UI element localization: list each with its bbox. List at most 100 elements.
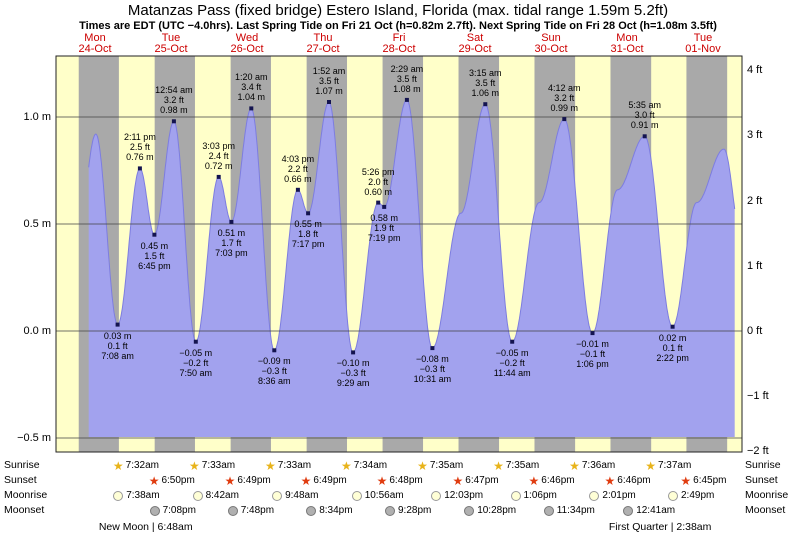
- moonrise-circle-icon: [113, 490, 124, 501]
- tide-annotation: 0.02 m 0.1 ft 2:22 pm: [656, 333, 689, 363]
- moonset-circle-icon: [623, 505, 634, 516]
- tide-annotation-line: 0.76 m: [126, 152, 154, 163]
- tide-annotation: 0.58 m 1.9 ft 7:19 pm: [368, 213, 401, 243]
- sunrise-star-icon: ★: [569, 458, 580, 473]
- sunset-star-icon: ★: [376, 473, 388, 488]
- tide-annotation-line: 2:11 pm: [123, 132, 156, 143]
- tide-annotation-line: 2.2 ft: [287, 163, 308, 174]
- tide-extreme-dot: [216, 174, 221, 179]
- sunrise-entry: ★ 7:35am: [417, 459, 463, 472]
- sunrise-time: 7:34am: [353, 460, 388, 471]
- day-label: Sun 30-Oct: [534, 33, 567, 55]
- moonset-circle-icon: [149, 505, 160, 516]
- sunset-time: 6:50pm: [161, 475, 195, 486]
- sunset-star-icon: ★: [604, 473, 616, 488]
- day-label: Mon 24-Oct: [78, 33, 111, 55]
- almanac-row-label-left-sunrise: Sunrise: [4, 459, 40, 471]
- tide-annotation-line: −0.05 m: [179, 347, 213, 358]
- tide-annotation-line: 0.58 m: [370, 212, 398, 223]
- sunset-entry: ★ 6:46pm: [529, 474, 575, 487]
- sunrise-time: 7:37am: [657, 460, 692, 471]
- left-axis-tick-label: −0.5 m: [17, 432, 51, 444]
- tide-annotation-line: 8:36 am: [258, 376, 291, 387]
- tide-annotation-line: 1.08 m: [393, 83, 421, 94]
- almanac-row-label-right-sunrise: Sunrise: [745, 459, 781, 471]
- moonrise-entry: 2:01pm: [589, 489, 636, 502]
- tide-annotation-line: 7:50 am: [179, 367, 213, 378]
- tide-extreme-dot: [483, 102, 488, 107]
- tide-annotation: 0.51 m 1.7 ft 7:03 pm: [215, 228, 248, 258]
- tide-annotation-line: 0.02 m: [658, 332, 687, 343]
- day-label-line: Sun: [541, 32, 561, 44]
- sunset-entry: ★ 6:45pm: [680, 474, 726, 487]
- day-label: Thu 27-Oct: [306, 33, 339, 55]
- tide-annotation-line: −0.2 ft: [499, 357, 525, 368]
- moonrise-entry: 2:49pm: [668, 489, 714, 502]
- sunset-star-icon: ★: [224, 473, 236, 488]
- moon-phase-label: New Moon | 6:48am: [98, 521, 193, 533]
- sunset-time: 6:47pm: [465, 475, 499, 486]
- sunset-star-icon: ★: [148, 473, 160, 488]
- moonrise-time: 9:48am: [285, 490, 319, 501]
- tide-annotation-line: −0.09 m: [257, 356, 291, 367]
- moonset-circle-icon: [306, 505, 317, 516]
- tide-annotation-line: 1.8 ft: [298, 229, 319, 240]
- sunset-time: 6:45pm: [693, 475, 727, 486]
- tide-annotation-line: 2:22 pm: [656, 352, 689, 363]
- tide-annotation: 4:12 am 3.2 ft 0.99 m: [548, 83, 581, 113]
- tide-annotation-line: 7:08 am: [101, 350, 134, 361]
- sunset-entry: ★ 6:49pm: [225, 474, 271, 487]
- tide-annotation-line: 0.55 m: [294, 219, 322, 230]
- day-label-line: 26-Oct: [230, 43, 264, 55]
- sunrise-entry: ★ 7:34am: [341, 459, 387, 472]
- tide-annotation-line: 3.2 ft: [163, 95, 184, 106]
- day-label-line: Wed: [235, 32, 259, 44]
- tide-annotation: 3:15 am 3.5 ft 1.06 m: [469, 68, 502, 98]
- day-label: Tue 01-Nov: [685, 33, 720, 55]
- right-axis-tick-label: 2 ft: [747, 194, 763, 207]
- right-axis-tick-label: −1 ft: [747, 390, 769, 403]
- tide-extreme-dot: [642, 134, 647, 139]
- tide-extreme-dot: [249, 106, 254, 111]
- tide-annotation-line: −0.05 m: [495, 347, 529, 358]
- tide-annotation-line: −0.2 ft: [183, 357, 209, 368]
- tide-annotation-line: 4:12 am: [548, 83, 581, 94]
- tide-annotation-line: 1:20 am: [235, 72, 268, 83]
- tide-annotation-line: 1.7 ft: [221, 237, 242, 248]
- moonset-time: 7:48pm: [240, 505, 275, 516]
- moonset-entry: 10:28pm: [464, 504, 516, 517]
- right-axis-tick-label: 1 ft: [747, 259, 763, 272]
- tide-extreme-dot: [351, 350, 356, 355]
- moonset-entry: 11:34pm: [543, 504, 595, 517]
- sunrise-entry: ★ 7:33am: [189, 459, 235, 472]
- moonset-time: 10:28pm: [477, 505, 517, 516]
- tide-extreme-dot: [404, 97, 409, 102]
- day-label: Sat 29-Oct: [458, 33, 491, 55]
- day-label-line: 28-Oct: [382, 43, 416, 55]
- moonrise-circle-icon: [272, 490, 283, 501]
- tide-annotation: 5:35 am 3.0 ft 0.91 m: [628, 100, 661, 130]
- sunset-entry: ★ 6:50pm: [149, 474, 195, 487]
- sunrise-star-icon: ★: [417, 458, 428, 473]
- sunrise-star-icon: ★: [645, 458, 656, 473]
- day-label: Wed 26-Oct: [230, 33, 263, 55]
- moonrise-time: 2:01pm: [602, 490, 636, 501]
- tide-annotation-line: 1.5 ft: [144, 250, 165, 261]
- sunset-star-icon: ★: [452, 473, 464, 488]
- tide-annotation: 5:26 pm 2.0 ft 0.60 m: [362, 167, 395, 197]
- tide-annotation-line: 0.1 ft: [107, 340, 128, 351]
- tide-annotation: −0.09 m −0.3 ft 8:36 am: [258, 356, 291, 386]
- moonrise-time: 1:06pm: [523, 490, 557, 501]
- tide-annotation-line: 0.45 m: [140, 240, 169, 251]
- day-label-line: 27-Oct: [306, 43, 340, 55]
- day-label-line: Mon: [616, 32, 638, 44]
- tide-extreme-dot: [137, 166, 142, 171]
- sunrise-entry: ★ 7:33am: [265, 459, 311, 472]
- day-label-line: Thu: [313, 32, 333, 44]
- tide-annotation-line: 0.1 ft: [662, 342, 683, 353]
- sunset-entry: ★ 6:48pm: [377, 474, 423, 487]
- tide-annotation: 3:03 pm 2.4 ft 0.72 m: [202, 141, 235, 171]
- tide-annotation-line: 0.03 m: [103, 330, 132, 341]
- sunrise-entry: ★ 7:32am: [113, 459, 159, 472]
